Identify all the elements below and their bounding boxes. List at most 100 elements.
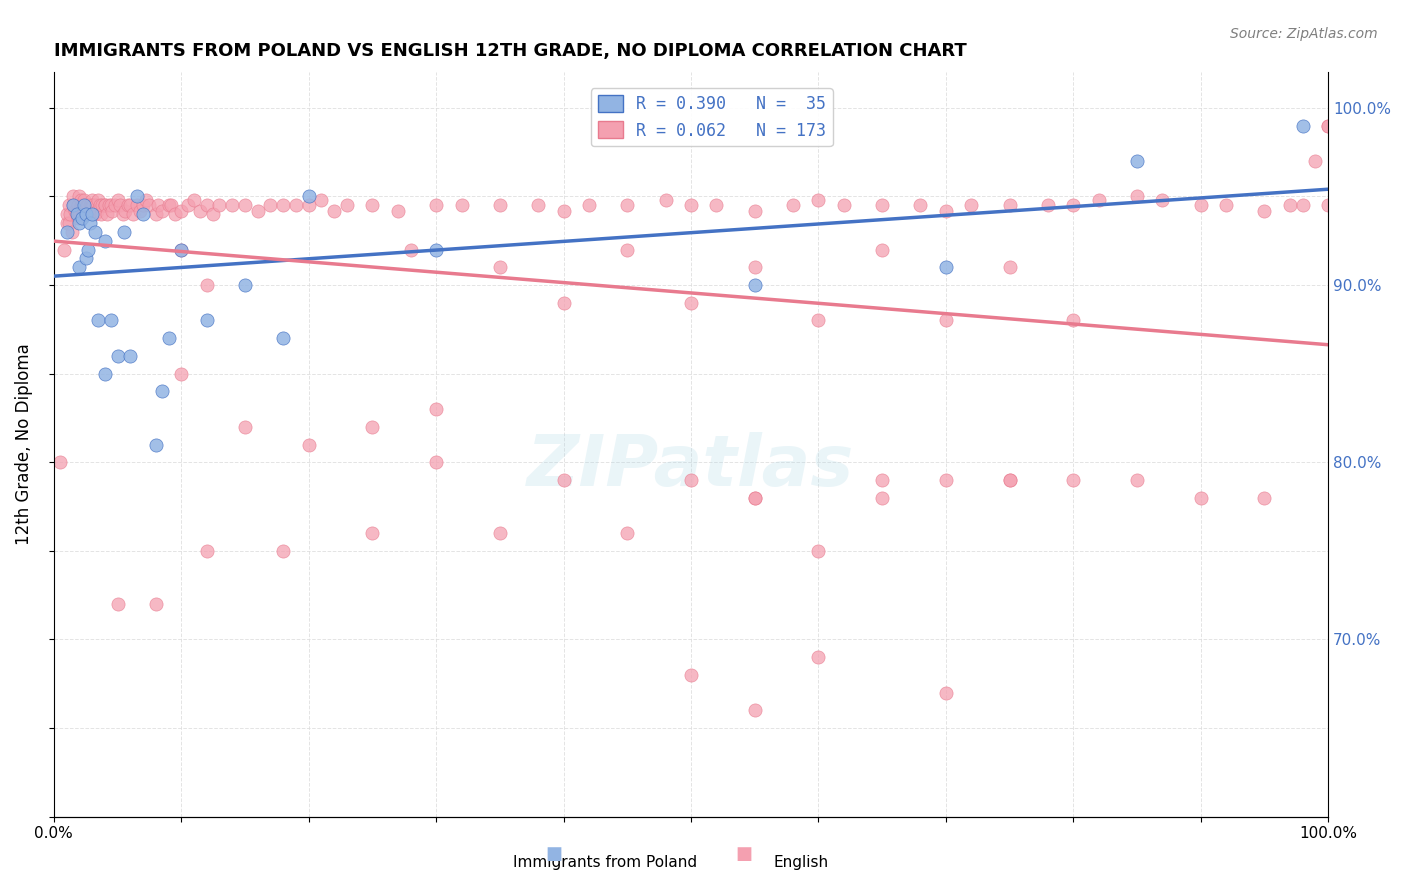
Point [62, 189, 84, 203]
Point [157, 198, 180, 212]
Point [79, 203, 101, 218]
Point [1278, 198, 1301, 212]
Point [744, 278, 766, 293]
Point [148, 198, 170, 212]
Point [120, 198, 142, 212]
Point [1126, 473, 1149, 487]
Point [90, 207, 112, 221]
Point [706, 198, 728, 212]
Point [170, 243, 193, 257]
Point [111, 207, 134, 221]
Point [69, 193, 91, 207]
Point [1062, 473, 1084, 487]
Point [1317, 198, 1340, 212]
Point [361, 419, 384, 434]
Point [53, 243, 76, 257]
Point [100, 313, 122, 327]
Point [67, 207, 90, 221]
Point [425, 243, 447, 257]
Point [170, 243, 193, 257]
Point [65, 203, 87, 218]
Point [259, 198, 281, 212]
Point [125, 198, 148, 212]
Point [59, 207, 82, 221]
Point [1126, 154, 1149, 169]
Point [998, 473, 1021, 487]
Point [271, 198, 294, 212]
Point [157, 331, 180, 345]
Point [298, 437, 321, 451]
Point [63, 198, 86, 212]
Point [67, 198, 90, 212]
Point [138, 198, 160, 212]
Point [80, 193, 103, 207]
Point [121, 207, 143, 221]
Point [553, 295, 575, 310]
Point [1062, 313, 1084, 327]
Point [91, 198, 114, 212]
Point [782, 198, 804, 212]
Point [67, 203, 90, 218]
Point [86, 203, 108, 218]
Point [94, 367, 117, 381]
Text: ■: ■ [735, 845, 752, 863]
Point [129, 203, 152, 218]
Point [870, 243, 893, 257]
Point [679, 473, 702, 487]
Point [75, 207, 97, 221]
Point [101, 203, 124, 218]
Point [387, 203, 409, 218]
Point [195, 313, 218, 327]
Point [807, 313, 830, 327]
Point [132, 207, 155, 221]
Point [679, 668, 702, 682]
Point [202, 207, 225, 221]
Point [361, 526, 384, 541]
Point [336, 198, 359, 212]
Point [1062, 198, 1084, 212]
Point [66, 207, 89, 221]
Point [221, 198, 243, 212]
Point [77, 198, 100, 212]
Point [83, 207, 105, 221]
Point [744, 260, 766, 275]
Point [616, 243, 638, 257]
Point [744, 203, 766, 218]
Point [527, 198, 550, 212]
Point [120, 349, 142, 363]
Point [489, 198, 512, 212]
Point [425, 198, 447, 212]
Point [1317, 119, 1340, 133]
Point [176, 198, 198, 212]
Point [208, 198, 231, 212]
Point [870, 491, 893, 505]
Point [935, 685, 957, 699]
Point [135, 193, 157, 207]
Point [67, 189, 90, 203]
Point [323, 203, 346, 218]
Point [145, 597, 167, 611]
Point [69, 198, 91, 212]
Point [58, 198, 80, 212]
Point [935, 313, 957, 327]
Point [1126, 189, 1149, 203]
Point [75, 207, 97, 221]
Point [998, 260, 1021, 275]
Text: English: English [773, 855, 830, 870]
Point [70, 198, 93, 212]
Point [1189, 491, 1212, 505]
Point [132, 198, 155, 212]
Point [97, 198, 120, 212]
Point [170, 367, 193, 381]
Point [195, 278, 218, 293]
Point [1152, 193, 1174, 207]
Point [284, 198, 307, 212]
Point [117, 198, 139, 212]
Point [1253, 491, 1275, 505]
Point [72, 198, 94, 212]
Point [233, 419, 256, 434]
Point [83, 225, 105, 239]
Point [80, 198, 103, 212]
Point [94, 198, 117, 212]
Point [60, 225, 83, 239]
